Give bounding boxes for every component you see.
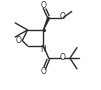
Text: O: O bbox=[41, 1, 46, 10]
Text: N: N bbox=[41, 45, 46, 54]
Text: O: O bbox=[60, 53, 66, 62]
Text: O: O bbox=[60, 12, 66, 21]
Polygon shape bbox=[43, 17, 50, 30]
Text: O: O bbox=[16, 36, 22, 45]
Text: O: O bbox=[41, 67, 46, 76]
